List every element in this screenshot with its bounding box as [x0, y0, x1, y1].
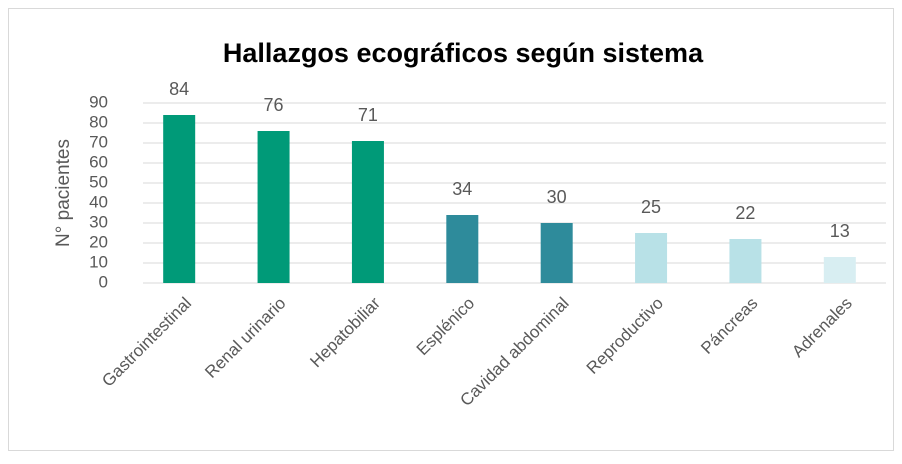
bar [729, 239, 762, 283]
value-label: 30 [547, 187, 567, 207]
bar [540, 223, 573, 283]
value-label: 84 [169, 79, 189, 99]
y-tick-label: 0 [99, 272, 108, 291]
y-tick-label: 80 [89, 112, 108, 131]
y-tick-label: 10 [89, 252, 108, 271]
y-tick-label: 40 [89, 192, 108, 211]
y-tick-label: 70 [89, 132, 108, 151]
y-tick-label: 20 [89, 232, 108, 251]
y-tick-label: 30 [89, 212, 108, 231]
y-tick-label: 50 [89, 172, 108, 191]
bar [351, 141, 384, 283]
y-axis-label: N° pacientes [53, 139, 74, 247]
value-label: 13 [830, 221, 850, 241]
bar [163, 115, 196, 283]
y-tick-label: 90 [89, 92, 108, 111]
chart-title: Hallazgos ecográficos según sistema [223, 38, 704, 68]
value-label: 34 [452, 179, 472, 199]
bar [635, 233, 668, 283]
value-label: 22 [735, 203, 755, 223]
bar [446, 215, 479, 283]
value-label: 71 [358, 105, 378, 125]
y-tick-label: 60 [89, 152, 108, 171]
value-label: 76 [264, 95, 284, 115]
bar [257, 131, 290, 283]
bar [823, 257, 856, 283]
value-label: 25 [641, 197, 661, 217]
